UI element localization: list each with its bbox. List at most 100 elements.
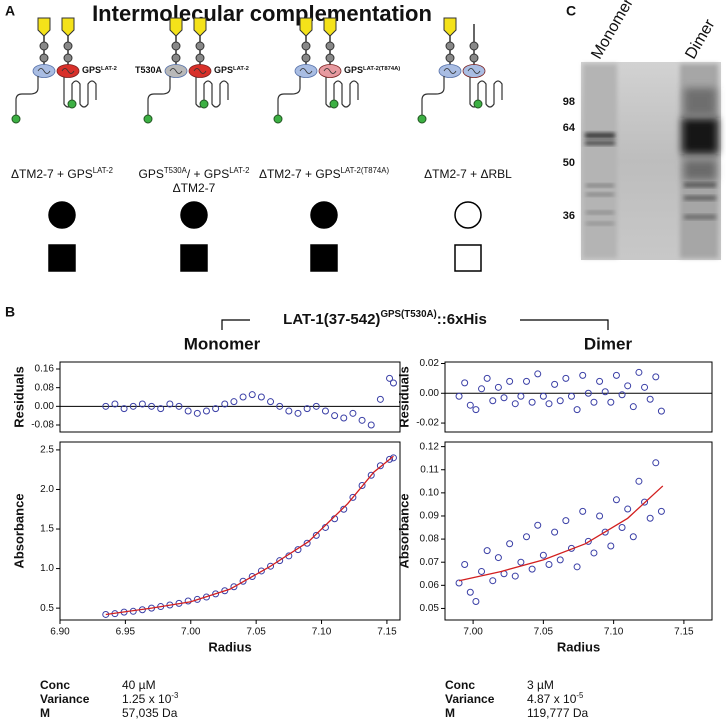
data-point (294, 409, 302, 417)
superscript: LAT-2 (233, 66, 250, 72)
y-tick-label: 0.02 (420, 358, 440, 369)
data-point (624, 382, 632, 390)
ctf-end (329, 99, 339, 109)
text-run: ΔTM2-7 + GPS (11, 167, 93, 181)
data-point (184, 407, 192, 415)
plot-frame (444, 441, 713, 621)
data-point (528, 565, 536, 573)
y-axis-title: Absorbance (11, 493, 26, 568)
data-point (102, 402, 110, 410)
y-tick-label: 2.0 (40, 484, 54, 495)
text-run: GPS (139, 167, 164, 181)
construct-caption: ΔTM2-7 + ΔRBL (424, 167, 512, 181)
domain (445, 41, 455, 51)
stat-value: 1.25 x 10-3 (122, 691, 178, 707)
data-point (461, 379, 469, 387)
ntf-head (169, 17, 183, 37)
data-point (556, 556, 564, 564)
data-point (294, 546, 302, 554)
data-point (267, 398, 275, 406)
ctf-end (143, 114, 153, 124)
data-point (321, 407, 329, 415)
data-point (466, 588, 474, 596)
construct-caption: ΔTM2-7 + GPSLAT-2(T874A) (259, 166, 389, 182)
data-point (657, 507, 665, 515)
data-point (193, 595, 201, 603)
y-tick-label: 0.09 (420, 511, 440, 522)
data-point (618, 524, 626, 532)
data-point (629, 533, 637, 541)
stat-label: M (40, 706, 50, 720)
x-tick-label: 7.05 (246, 627, 266, 638)
y-tick-label: 0.5 (40, 603, 54, 614)
gps-motif (323, 68, 337, 74)
ctf-tail (147, 76, 171, 116)
panel-title: LAT-1(37-542)GPS(T530A)::6xHis (283, 309, 487, 328)
superscript: GPS(T530A) (380, 309, 436, 320)
data-point (618, 391, 626, 399)
y-tick-label: 0.16 (35, 364, 55, 375)
text-run: ΔTM2-7 + GPS (259, 167, 341, 181)
data-point (511, 400, 519, 408)
construct-caption: ΔTM2-7 + GPSLAT-2 (11, 166, 113, 182)
domain (325, 41, 335, 51)
ctf-tail (277, 76, 301, 116)
data-point (212, 405, 220, 413)
data-point (652, 373, 660, 381)
domain (195, 53, 205, 63)
x-tick-label: 7.05 (534, 627, 554, 638)
construct-caption: ΔTM2-7 (173, 181, 216, 195)
data-point (257, 393, 265, 401)
data-point (584, 389, 592, 397)
ctf-tail (421, 76, 445, 116)
data-point (138, 400, 146, 408)
data-point (367, 421, 375, 429)
data-point (641, 383, 649, 391)
data-point (624, 505, 632, 513)
gps-motif (193, 68, 207, 74)
data-point (212, 590, 220, 598)
data-point (567, 392, 575, 400)
data-point (635, 368, 643, 376)
result-square (180, 244, 208, 272)
y-tick-label: -0.08 (31, 420, 54, 431)
stat-label: Variance (445, 692, 495, 706)
data-point (612, 496, 620, 504)
data-point (489, 577, 497, 585)
data-point (590, 398, 598, 406)
y-tick-label: 0.07 (420, 557, 440, 568)
data-point (635, 477, 643, 485)
data-point (389, 379, 397, 387)
data-point (573, 406, 581, 414)
data-point (111, 400, 119, 408)
data-point (455, 579, 463, 587)
text-run: / + GPS (187, 167, 229, 181)
receptor-diagram (417, 17, 503, 124)
ntf-head (299, 17, 313, 37)
domain (301, 41, 311, 51)
data-point (517, 392, 525, 400)
data-point (312, 402, 320, 410)
data-point (472, 598, 480, 606)
data-point (340, 505, 348, 513)
data-point (545, 400, 553, 408)
superscript: LAT-2 (93, 166, 113, 175)
data-point (601, 388, 609, 396)
domain-tag: GPSLAT-2 (82, 65, 118, 75)
data-point (629, 403, 637, 411)
gps-motif (37, 68, 51, 74)
stat-value: 40 µM (122, 678, 156, 692)
text-run: ΔTM2-7 (173, 181, 216, 195)
ctf-end (67, 99, 77, 109)
domain (63, 41, 73, 51)
data-point (248, 572, 256, 580)
data-point (466, 401, 474, 409)
data-point (562, 374, 570, 382)
x-axis-title: Radius (208, 639, 251, 654)
data-point (386, 455, 394, 463)
data-point (331, 412, 339, 420)
ctf-end (273, 114, 283, 124)
superscript: T530A (164, 166, 188, 175)
superscript: LAT-2 (229, 166, 249, 175)
column-title: Dimer (584, 334, 633, 353)
